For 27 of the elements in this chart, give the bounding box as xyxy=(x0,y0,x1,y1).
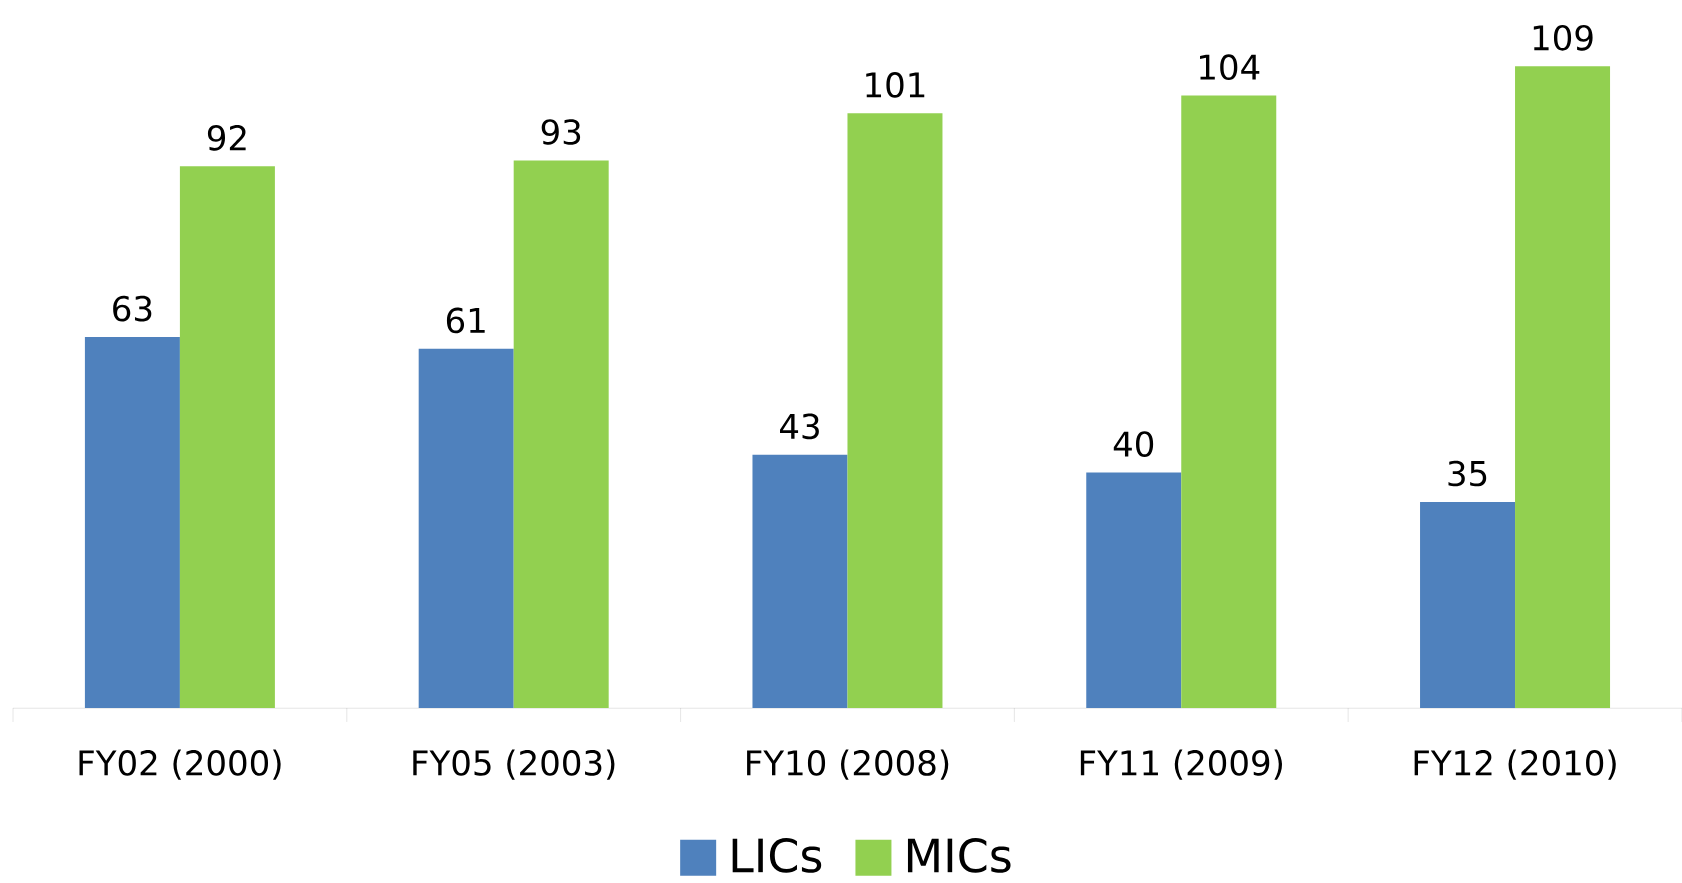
bar xyxy=(84,337,180,708)
bar xyxy=(1086,472,1182,708)
data-label: 93 xyxy=(541,119,581,145)
bar xyxy=(752,454,848,708)
bar xyxy=(1181,95,1277,708)
data-label: 104 xyxy=(1200,54,1260,81)
x-tick-label: FY05 (2003) xyxy=(413,749,615,780)
bar xyxy=(179,166,275,708)
data-label: 43 xyxy=(780,413,819,440)
bar xyxy=(418,348,514,708)
bar xyxy=(847,113,943,708)
data-label: 40 xyxy=(1113,431,1154,457)
x-tick-label: FY10 (2008) xyxy=(747,749,949,780)
bar xyxy=(1420,501,1516,708)
data-label: 61 xyxy=(446,307,485,334)
legend-label: MICs xyxy=(907,838,1011,873)
data-label: 109 xyxy=(1533,24,1593,51)
data-label: 35 xyxy=(1448,460,1487,487)
data-label: 92 xyxy=(207,125,246,151)
bar xyxy=(1515,66,1611,708)
bar xyxy=(513,160,609,708)
data-label: 63 xyxy=(113,295,152,322)
x-tick-label: FY02 (2000) xyxy=(79,749,281,780)
x-tick-label: FY12 (2010) xyxy=(1414,749,1616,780)
legend-label: LICs xyxy=(732,838,822,873)
x-tick-label: FY11 (2009) xyxy=(1080,749,1282,780)
data-label: 101 xyxy=(866,72,925,98)
